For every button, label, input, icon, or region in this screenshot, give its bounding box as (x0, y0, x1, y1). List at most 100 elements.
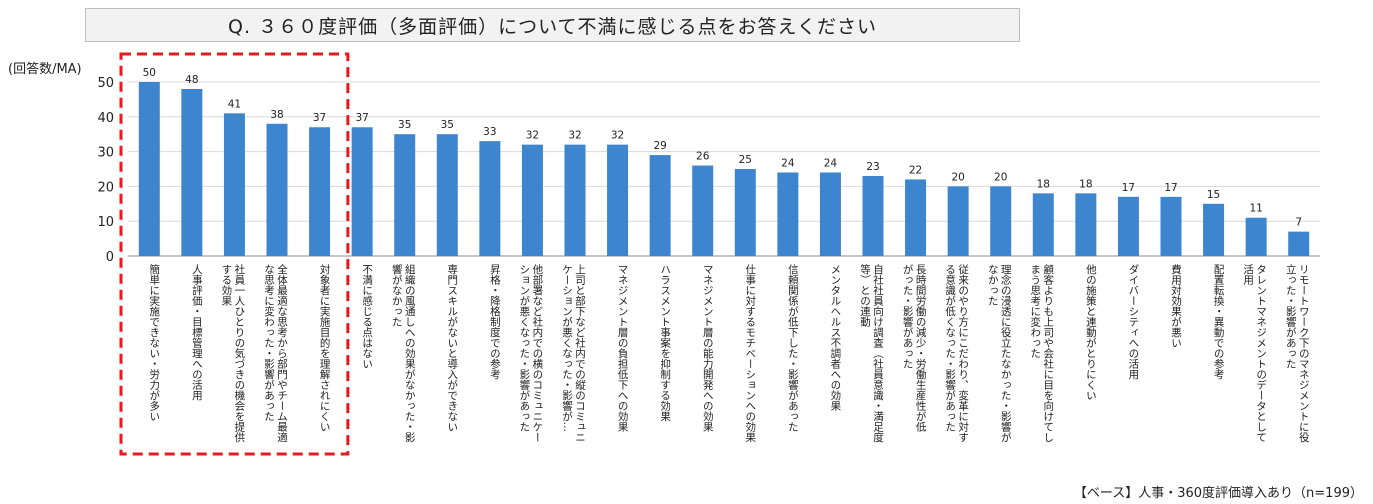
data-label: 11 (1249, 203, 1262, 215)
y-axis-unit-label: (回答数/MA) (8, 62, 82, 77)
category-label: ハラスメント事案を抑制する効果 (659, 264, 671, 422)
data-label: 20 (951, 171, 964, 183)
y-tick-label: 50 (97, 76, 114, 91)
y-tick-label: 0 (106, 250, 114, 265)
data-label: 18 (1079, 178, 1092, 190)
data-label: 41 (228, 98, 241, 110)
bar (564, 144, 586, 256)
data-label: 35 (398, 119, 411, 131)
category-label: 顧客よりも上司や会社に目を向けてし (1042, 263, 1054, 442)
category-label: 従来のやり方にこだわり、変革に対す (957, 263, 969, 442)
y-tick-label: 20 (97, 180, 114, 195)
data-label: 7 (1295, 217, 1302, 229)
chart-title: Q. ３６０度評価（多面評価）について不満に感じる点をお答えください (85, 8, 1020, 42)
bar (1245, 217, 1267, 256)
data-label: 35 (441, 119, 454, 131)
data-label: 20 (994, 171, 1007, 183)
data-label: 32 (526, 130, 539, 142)
category-label: マネジメント層の負担低下への効果 (617, 264, 629, 433)
bar (607, 144, 629, 256)
category-label: 不満に感じる点はない (361, 264, 373, 369)
bar (1288, 231, 1310, 256)
category-label: 自社社員向け調査（社員意識・満足度 (872, 263, 884, 443)
bar (692, 165, 714, 256)
data-label: 18 (1037, 178, 1050, 190)
data-label: 23 (866, 161, 879, 173)
category-label: 昇格・降格制度での参考 (489, 264, 501, 380)
category-label: 他部署など社内での横のコミュニケー (531, 263, 543, 442)
data-label: 37 (313, 112, 326, 124)
category-label: がった・影響があった (902, 263, 914, 369)
category-label: な思考に変わった・影響があった (263, 264, 275, 422)
bar (394, 134, 416, 256)
category-label: 活用 (1242, 264, 1254, 286)
category-label: リモートワーク下のマネジメントに役 (1298, 264, 1310, 443)
data-label: 22 (909, 164, 922, 176)
bar (905, 179, 927, 256)
category-label: なかった (987, 264, 999, 306)
category-label: ションが悪くなった・影響があった (518, 264, 530, 432)
data-label: 24 (781, 157, 795, 169)
data-label: 29 (653, 140, 666, 152)
data-label: 15 (1207, 189, 1220, 201)
category-label: 人事評価・目標管理への活用 (191, 264, 203, 401)
category-label: 理念の浸透に役立たなかった・影響が (1000, 264, 1012, 443)
category-label: 組織の風通しへの効果がなかった・影 (404, 263, 416, 443)
data-label: 50 (143, 67, 156, 79)
bar (947, 186, 969, 256)
footnote: 【ベース】人事・360度評価導入あり（n=199） (1073, 486, 1363, 501)
y-tick-label: 10 (97, 215, 114, 230)
category-label: 簡単に実施できない・労力が多い (148, 263, 160, 421)
data-label: 17 (1122, 182, 1135, 194)
data-label: 17 (1164, 182, 1177, 194)
data-label: 48 (185, 74, 198, 86)
category-label: 立った・影響があった (1285, 263, 1297, 369)
bar (351, 127, 373, 257)
category-label: 専門スキルがないと導入ができない (446, 264, 458, 432)
data-label: 32 (568, 130, 581, 142)
y-tick-label: 40 (97, 111, 114, 126)
bar (1032, 193, 1054, 256)
bar (1160, 196, 1182, 256)
category-label: 配置転換・異動での参考 (1213, 264, 1225, 380)
bar (138, 82, 160, 256)
category-label: 他の施策と連動がとりにくい (1085, 263, 1097, 400)
category-label: 仕事に対するモチベーションへの効果 (744, 263, 756, 443)
bar (521, 144, 543, 256)
category-label: 対象者に実施目的を理解されにくい (319, 263, 331, 432)
category-label: タレントマネジメントのデータとして (1255, 264, 1267, 443)
bar (990, 186, 1012, 256)
bar (1075, 193, 1097, 256)
bar (819, 172, 841, 256)
y-tick-label: 30 (97, 146, 114, 161)
data-label: 24 (824, 157, 838, 169)
category-label: マネジメント層の能力開発への効果 (702, 264, 714, 433)
category-label: る意識が低くなった・影響があった (944, 264, 956, 432)
data-label: 26 (696, 151, 710, 163)
category-label: 長時間労働の減少・労働生産性が低 (915, 264, 927, 433)
bar (266, 123, 288, 256)
bar (479, 141, 501, 256)
category-label: 費用対効果が悪い (1170, 263, 1182, 348)
bar (181, 88, 203, 257)
highlight-box (119, 52, 350, 456)
category-label: する効果 (220, 264, 232, 307)
data-label: 32 (611, 130, 624, 142)
bar (223, 113, 245, 256)
bar (777, 172, 799, 256)
category-label: ケーションが悪くなった・影響が… (561, 264, 573, 432)
category-label: メンタルヘルス不調者への効果 (829, 264, 841, 412)
bar (1117, 196, 1139, 256)
data-label: 25 (739, 154, 752, 166)
category-label: 信頼関係が低下した・影響があった (787, 264, 799, 432)
data-label: 37 (355, 112, 368, 124)
bar (1203, 203, 1225, 256)
category-label: 等）との連動 (859, 263, 871, 328)
category-label: 社員一人ひとりの気づきの機会を提供 (233, 263, 245, 443)
category-label: 全体最適な思考から部門やチーム最適 (276, 263, 288, 442)
bar (862, 175, 884, 256)
data-label: 38 (270, 109, 283, 121)
bar (436, 134, 458, 256)
category-label: 上司と部下など社内での縦のコミュニ (574, 264, 586, 443)
